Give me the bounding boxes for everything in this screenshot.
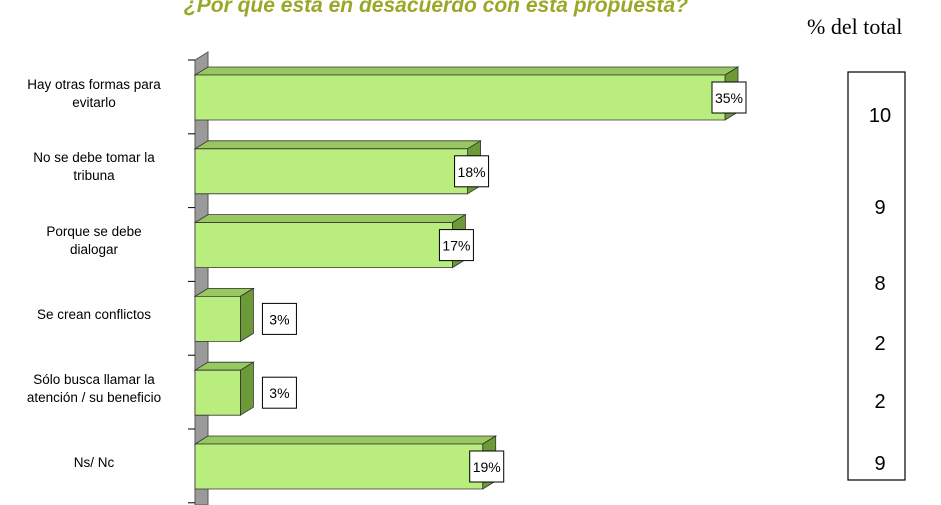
value-label-box: [261, 376, 297, 409]
side-table-value: 2: [874, 391, 885, 413]
value-label: 17%: [442, 238, 470, 254]
category-label: Se crean conflictos: [36, 306, 152, 322]
category-label: Ns/ Nc: [73, 454, 115, 470]
bar-side: [240, 287, 254, 343]
bar-front: [194, 74, 726, 121]
value-label-box: [469, 450, 505, 483]
side-table-value: 8: [874, 273, 885, 295]
value-label: 19%: [473, 459, 501, 475]
side-table-value: 9: [874, 197, 885, 219]
value-label-box: [711, 81, 747, 114]
side-table-box: [847, 71, 906, 481]
side-table-value: 10: [869, 105, 891, 127]
bar: [193, 435, 498, 490]
bar-front: [194, 148, 468, 195]
value-label: 3%: [269, 385, 289, 401]
bar-front: [194, 369, 241, 416]
bar: [193, 213, 467, 269]
bar: [193, 287, 255, 343]
bar-front: [194, 222, 453, 269]
side-table-value: 9: [874, 453, 885, 475]
bar: [193, 66, 740, 121]
bar-front: [194, 295, 241, 342]
bar: [193, 140, 482, 195]
bar-side: [240, 361, 254, 416]
category-label: Hay otras formas para evitarlo: [27, 76, 161, 110]
value-label-box: [438, 229, 474, 262]
value-label-box: [454, 155, 490, 188]
bar-top: [193, 140, 482, 150]
chart-title: ¿Por qué está en desacuerdo con esta pro…: [184, 0, 688, 17]
value-label: 18%: [458, 164, 486, 180]
value-label: 35%: [715, 90, 743, 106]
bar-top: [193, 435, 498, 445]
bar-front: [194, 443, 484, 490]
bar-top: [193, 66, 740, 76]
value-label-box: [261, 302, 297, 335]
category-label: No se debe tomar la tribuna: [33, 150, 155, 184]
side-table-label: % del total: [807, 14, 902, 39]
value-label: 3%: [269, 311, 289, 327]
bar: [193, 361, 255, 416]
side-table-value: 2: [874, 333, 885, 355]
category-label: Sólo busca llamar la atención / su benef…: [26, 371, 162, 405]
category-label: Porque se debe dialogar: [46, 224, 142, 258]
bar-top: [193, 214, 467, 224]
